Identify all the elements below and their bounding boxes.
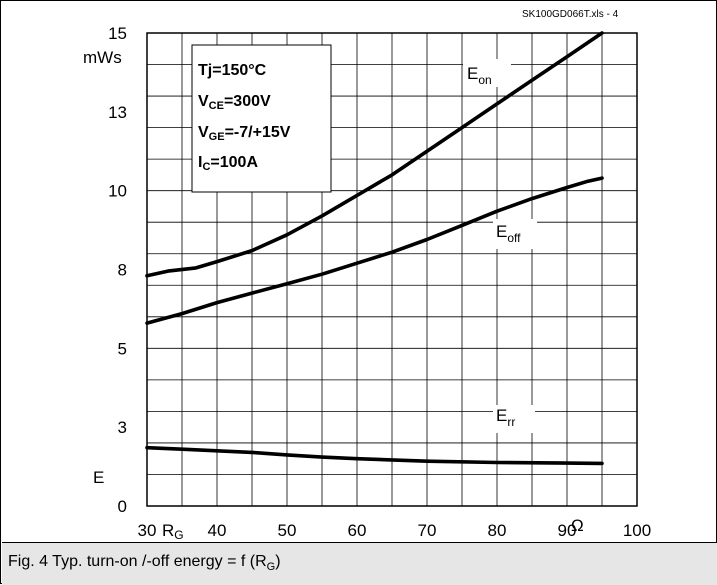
y-tick-label: 0	[118, 497, 127, 516]
series-line-on	[145, 31, 604, 278]
conditions-box: Tj=150°C VCE=300V VGE=-7/+15V IC=100A	[191, 44, 332, 193]
series-label-eoff: Eoff	[493, 219, 537, 249]
y-tick-label: 13	[108, 103, 127, 122]
x-axis-label: RG	[162, 521, 184, 541]
x-tick-label: 60	[348, 521, 367, 540]
caption-bar: Fig. 4 Typ. turn-on /-off energy = f (RG…	[2, 542, 717, 585]
y-tick-label: 5	[118, 339, 127, 358]
chart-svg: 30 40 50 60 70 80 90 100 0 3 5 8 10 13 15 SK100GD066T.…	[83, 9, 651, 541]
conditions-box-frame	[191, 44, 332, 193]
series-line-off	[145, 176, 604, 325]
series-line-rr	[145, 445, 604, 466]
x-tick-label: 30	[138, 521, 157, 540]
x-tick-label: 40	[208, 521, 227, 540]
condition-vge: VGE=-7/+15V	[198, 124, 291, 143]
x-unit-label: Ω	[571, 516, 584, 535]
x-tick-label: 80	[488, 521, 507, 540]
series-label-err: Err	[493, 405, 535, 433]
y-tick-label: 10	[108, 182, 127, 201]
condition-ic: IC=100A	[198, 154, 258, 173]
condition-tj: Tj=150°C	[198, 62, 267, 79]
figure-caption: Fig. 4 Typ. turn-on /-off energy = f (RG…	[8, 553, 281, 574]
source-note: SK100GD066T.xls - 4	[522, 9, 619, 20]
x-tick-label: 100	[623, 521, 651, 540]
y-unit-label: mWs	[83, 48, 122, 67]
x-tick-label: 50	[278, 521, 297, 540]
y-tick-label: 15	[108, 24, 127, 43]
series-label-eon: Eon	[463, 59, 511, 87]
y-axis-label: E	[93, 468, 104, 487]
series-group	[145, 31, 604, 466]
grid	[147, 33, 637, 506]
svg-text:Eoff: Eoff	[496, 222, 521, 245]
condition-vce: VCE=300V	[198, 93, 271, 112]
x-tick-label: 70	[418, 521, 437, 540]
y-tick-label: 3	[118, 418, 127, 437]
svg-text:Eon: Eon	[467, 64, 492, 87]
svg-text:Err: Err	[496, 406, 515, 429]
tick-labels: 30 40 50 60 70 80 90 100 0 3 5 8 10 13 15	[108, 24, 651, 540]
x-tick-label: 90	[558, 521, 577, 540]
y-tick-label: 8	[118, 261, 127, 280]
